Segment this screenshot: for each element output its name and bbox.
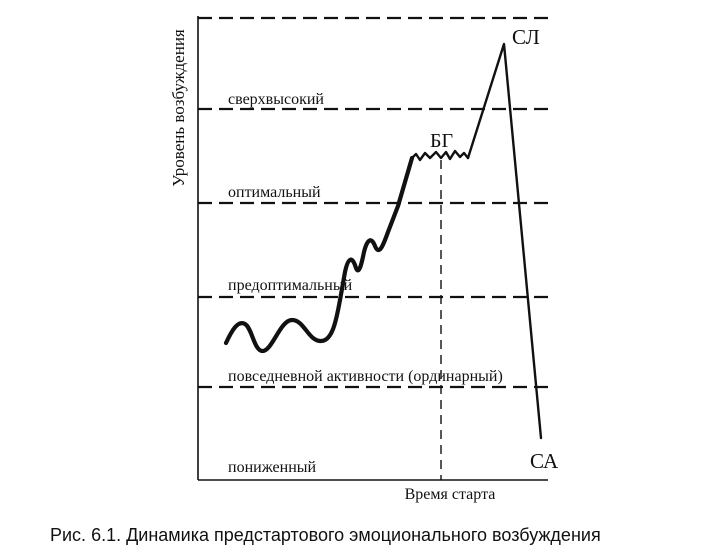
arousal-curve-low — [223, 297, 343, 354]
point-label-sl: СЛ — [512, 25, 540, 49]
arousal-curve-rise — [337, 155, 415, 303]
level-label-optimal: оптимальный — [228, 184, 321, 201]
y-axis-label: Уровень возбуждения — [169, 29, 188, 187]
arousal-curve-plateau — [410, 149, 470, 162]
x-axis-label: Время старта — [405, 486, 496, 503]
level-label-superhigh: сверхвысокий — [228, 91, 324, 108]
arousal-curve-peak — [466, 42, 543, 440]
point-label-sa: СА — [530, 449, 559, 473]
level-label-preoptimal: предоптимальный — [228, 277, 353, 294]
level-label-ordinary: повседневной активности (ординарный) — [228, 368, 503, 385]
point-label-bg: БГ — [430, 130, 453, 152]
level-label-lowered: пониженный — [228, 459, 317, 476]
figure-caption: Рис. 6.1. Динамика предстартового эмоцио… — [50, 525, 601, 545]
